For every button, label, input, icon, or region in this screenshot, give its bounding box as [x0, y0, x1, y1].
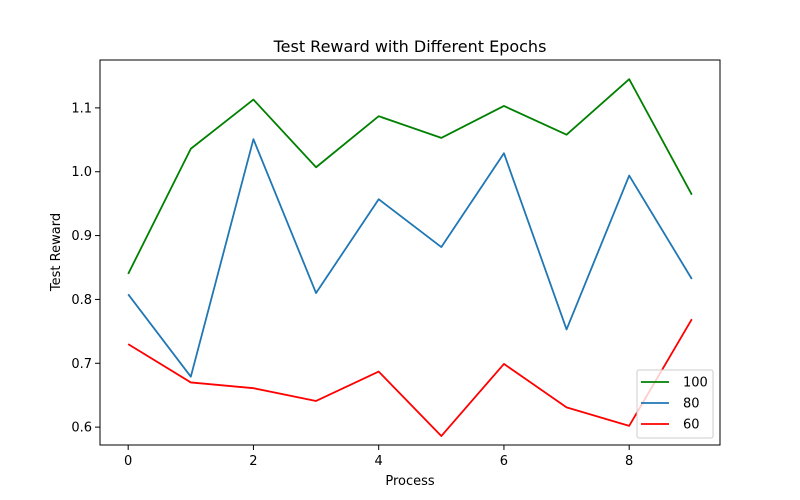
- legend-box: [636, 369, 714, 439]
- x-tick-label: 2: [249, 454, 257, 469]
- x-axis-label: Process: [385, 474, 435, 489]
- y-tick-label: 0.9: [71, 229, 92, 244]
- x-tick-label: 8: [625, 454, 633, 469]
- plot-area: [127, 78, 693, 437]
- chart-title: Test Reward with Different Epochs: [273, 37, 547, 56]
- y-axis-label: Test Reward: [49, 213, 64, 292]
- x-tick-label: 0: [124, 454, 132, 469]
- x-tick-label: 6: [500, 454, 508, 469]
- legend: 100 80 60: [636, 369, 714, 439]
- legend-label: 60: [683, 418, 700, 433]
- series-line-100: [127, 78, 693, 275]
- y-tick-label: 0.7: [71, 357, 92, 372]
- legend-label: 80: [683, 397, 700, 412]
- x-axis: 0 2 4 6 8: [124, 445, 633, 469]
- plot-frame: [99, 59, 721, 446]
- legend-label: 100: [683, 376, 708, 391]
- x-tick-label: 4: [375, 454, 383, 469]
- y-axis: 0.6 0.7 0.8 0.9 1.0 1.1: [71, 101, 100, 436]
- y-tick-label: 0.8: [71, 293, 92, 308]
- y-tick-label: 0.6: [71, 421, 92, 436]
- series-line-60: [127, 318, 693, 437]
- y-tick-label: 1.0: [71, 165, 92, 180]
- series-line-80: [127, 138, 693, 378]
- y-tick-label: 1.1: [71, 101, 92, 116]
